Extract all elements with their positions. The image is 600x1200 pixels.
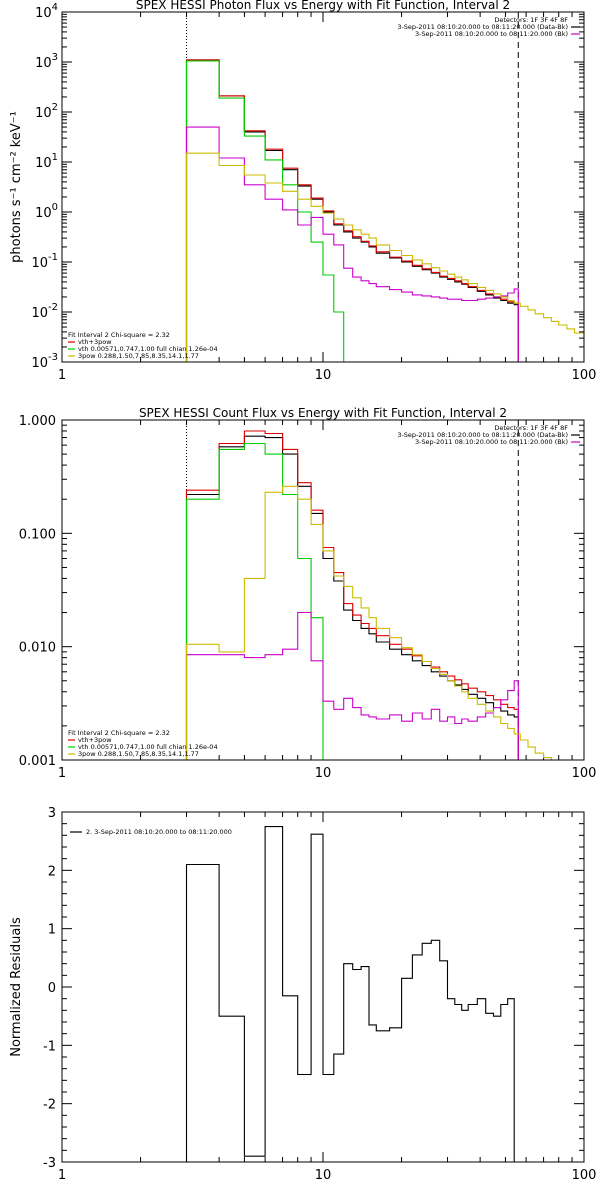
series-line-5 <box>185 152 584 362</box>
y-tick-label: -2 <box>43 1098 56 1113</box>
y-tick-label: 1 <box>48 923 56 938</box>
legend-text: 3-Sep-2011 08:10:20.000 to 08:11:20.000 … <box>397 431 568 439</box>
fit-legend-text: vth+3pow <box>78 736 112 744</box>
plot-frame <box>61 811 585 1163</box>
x-tick-label: 10 <box>315 766 332 781</box>
x-tick-label: 1 <box>58 766 66 781</box>
y-axis-label: Normalized Residuals <box>9 917 24 1057</box>
y-tick-label: 10-1 <box>31 252 58 271</box>
series-line-4 <box>185 126 519 362</box>
series-line-3 <box>185 442 334 760</box>
y-axis-label: photons s⁻¹ cm⁻² keV⁻¹ <box>9 111 24 263</box>
series-line-5 <box>185 485 559 760</box>
fit-legend-text: Fit Interval 2 Chi-square = 2.32 <box>68 729 170 737</box>
y-tick-label: 10-3 <box>31 352 58 371</box>
panel-3 <box>61 811 585 1163</box>
series-line-1 <box>185 59 519 362</box>
y-tick-label: 0.010 <box>19 641 56 656</box>
x-tick-label: 1 <box>58 1168 66 1183</box>
chart-title: SPEX HESSI Count Flux vs Energy with Fit… <box>139 406 507 420</box>
y-tick-label: 101 <box>35 152 58 171</box>
y-tick-label: 0.001 <box>19 754 56 769</box>
y-tick-label: 3 <box>48 806 56 821</box>
y-tick-label: 102 <box>35 102 58 121</box>
fit-legend-text: Fit Interval 2 Chi-square = 2.32 <box>68 331 170 339</box>
x-tick-label: 100 <box>572 766 597 781</box>
fit-legend-text: 3pow 0.288,1.50,7.85,8.35,14.1,1.77 <box>78 750 199 758</box>
x-ticks <box>61 12 573 362</box>
legend-text: Detectors: 1F 3F 4F 8F <box>494 16 568 24</box>
plot-frame <box>61 11 585 363</box>
legend-text: Detectors: 1F 3F 4F 8F <box>494 424 568 432</box>
series-group <box>185 826 519 1162</box>
series-line-4 <box>185 611 519 760</box>
series-line-3 <box>185 60 345 362</box>
fit-legend-text: vth+3pow <box>78 338 112 346</box>
panel-2 <box>61 419 585 761</box>
x-tick-label: 1 <box>58 368 66 383</box>
x-ticks <box>61 812 573 1162</box>
y-tick-label: 0.100 <box>19 527 56 542</box>
y-tick-label: 2 <box>48 864 56 879</box>
fit-legend-text: vth 0.00571,0.747,1.00 full chian 1.26e-… <box>78 743 218 751</box>
series-line-1 <box>185 826 519 1162</box>
x-tick-label: 100 <box>572 368 597 383</box>
y-ticks <box>62 419 584 761</box>
y-tick-label: -1 <box>43 1039 56 1054</box>
plot-frame <box>61 419 585 761</box>
y-tick-label: 100 <box>35 202 58 221</box>
y-tick-label: 10-2 <box>31 302 58 321</box>
x-tick-label: 10 <box>315 368 332 383</box>
y-tick-label: -3 <box>43 1156 56 1171</box>
series-line-2 <box>185 59 519 362</box>
legend-text: 2. 3-Sep-2011 08:10:20.000 to 08:11:20.0… <box>86 828 232 836</box>
y-tick-label: 1.000 <box>19 414 56 429</box>
y-tick-label: 104 <box>35 2 58 21</box>
fit-legend-text: 3pow 0.288,1.50,7.85,8.35,14.1,1.77 <box>78 352 199 360</box>
panel-1 <box>61 11 585 363</box>
legend-text: 3-Sep-2011 08:10:20.000 to 08:11:20.000 … <box>397 23 568 31</box>
fit-legend-text: vth 0.00571,0.747,1.00 full chian 1.26e-… <box>78 345 218 353</box>
chart-title: SPEX HESSI Photon Flux vs Energy with Fi… <box>136 0 510 12</box>
x-ticks <box>61 420 573 760</box>
legend-text: 3-Sep-2011 08:10:20.000 to 08:11:20.000 … <box>415 30 568 38</box>
legend-text: 3-Sep-2011 08:10:20.000 to 08:11:20.000 … <box>415 438 568 446</box>
y-tick-label: 103 <box>35 52 58 71</box>
y-ticks <box>62 11 584 363</box>
series-group <box>185 430 559 760</box>
x-tick-label: 100 <box>572 1168 597 1183</box>
series-group <box>185 59 584 362</box>
x-tick-label: 10 <box>315 1168 332 1183</box>
y-tick-label: 0 <box>48 981 56 996</box>
